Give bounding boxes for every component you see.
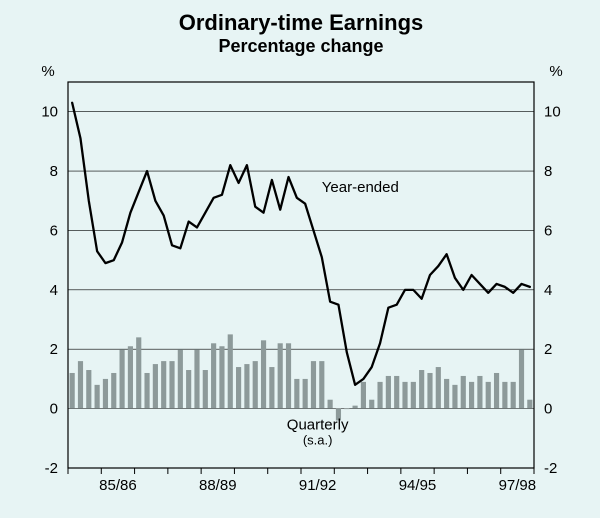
plot-frame [68, 82, 534, 468]
quarterly-bar [344, 409, 349, 410]
chart-subtitle: Percentage change [218, 36, 383, 56]
quarterly-bar [353, 406, 358, 409]
year-ended-label: Year-ended [322, 179, 399, 196]
quarterly-bar [261, 340, 266, 408]
quarterly-bar [161, 361, 166, 409]
y-tick-label-right: -2 [544, 460, 557, 477]
x-tick-label: 97/98 [499, 477, 537, 494]
quarterly-bar [111, 373, 116, 409]
quarterly-bar [477, 376, 482, 409]
quarterly-bar [103, 379, 108, 409]
quarterly-bar [386, 376, 391, 409]
quarterly-bar [511, 382, 516, 409]
x-tick-label: 85/86 [99, 477, 137, 494]
quarterly-bar [394, 376, 399, 409]
chart-container: Ordinary-time EarningsPercentage change%… [0, 0, 600, 518]
quarterly-bar [253, 361, 258, 409]
y-tick-label-left: 6 [50, 222, 58, 239]
quarterly-bar [153, 364, 158, 409]
quarterly-bar [95, 385, 100, 409]
quarterly-bar [402, 382, 407, 409]
quarterly-bar [311, 361, 316, 409]
y-tick-label-left: 4 [50, 282, 58, 299]
y-tick-label-right: 0 [544, 401, 552, 418]
x-tick-label: 94/95 [399, 477, 437, 494]
y-tick-label-left: 10 [41, 104, 58, 121]
quarterly-bar [452, 385, 457, 409]
quarterly-bar [486, 382, 491, 409]
quarterly-bar [70, 373, 75, 409]
quarterly-bar [444, 379, 449, 409]
y-tick-label-right: 10 [544, 104, 561, 121]
y-unit-right: % [549, 63, 562, 80]
quarterly-bar [244, 364, 249, 409]
quarterly-bar [186, 370, 191, 409]
quarterly-bar [303, 379, 308, 409]
quarterly-bar [519, 349, 524, 408]
quarterly-bar [203, 370, 208, 409]
quarterly-bar [144, 373, 149, 409]
quarterly-bar [494, 373, 499, 409]
quarterly-bar [269, 367, 274, 409]
quarterly-bar [369, 400, 374, 409]
quarterly-bar [286, 343, 291, 408]
quarterly-bar [178, 349, 183, 408]
quarterly-bar [328, 400, 333, 409]
y-tick-label-right: 2 [544, 341, 552, 358]
y-tick-label-left: 2 [50, 341, 58, 358]
quarterly-bar [419, 370, 424, 409]
quarterly-bar [228, 334, 233, 408]
quarterly-bar [502, 382, 507, 409]
quarterly-bar [120, 349, 125, 408]
y-tick-label-right: 6 [544, 222, 552, 239]
y-tick-label-left: 8 [50, 163, 58, 180]
quarterly-bar [319, 361, 324, 409]
quarterly-bar [78, 361, 83, 409]
quarterly-label: Quarterly [287, 416, 349, 433]
quarterly-bar [436, 367, 441, 409]
quarterly-bar [211, 343, 216, 408]
quarterly-bar [469, 382, 474, 409]
quarterly-bar [294, 379, 299, 409]
quarterly-bar [461, 376, 466, 409]
quarterly-bar [527, 400, 532, 409]
quarterly-bar [136, 337, 141, 408]
quarterly-bar [194, 349, 199, 408]
quarterly-bar [377, 382, 382, 409]
quarterly-bar [236, 367, 241, 409]
quarterly-label-sub: (s.a.) [303, 432, 333, 447]
quarterly-bar [219, 346, 224, 408]
y-tick-label-right: 4 [544, 282, 552, 299]
chart-title: Ordinary-time Earnings [179, 10, 424, 35]
x-tick-label: 91/92 [299, 477, 337, 494]
y-tick-label-left: -2 [45, 460, 58, 477]
quarterly-bar [86, 370, 91, 409]
x-tick-label: 88/89 [199, 477, 237, 494]
y-unit-left: % [41, 63, 54, 80]
quarterly-bar [411, 382, 416, 409]
y-tick-label-right: 8 [544, 163, 552, 180]
y-tick-label-left: 0 [50, 401, 58, 418]
quarterly-bar [361, 382, 366, 409]
quarterly-bar [427, 373, 432, 409]
quarterly-bar [278, 343, 283, 408]
quarterly-bar [128, 346, 133, 408]
earnings-chart: Ordinary-time EarningsPercentage change%… [0, 0, 600, 518]
quarterly-bar [169, 361, 174, 409]
